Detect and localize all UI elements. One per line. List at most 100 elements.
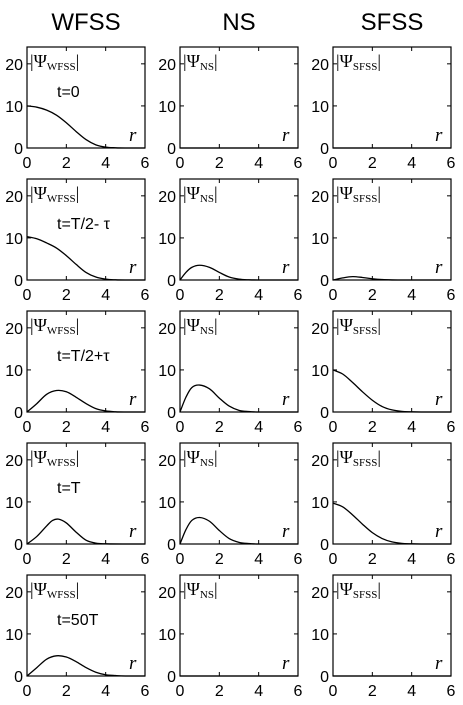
column-title-wfss: WFSS: [51, 9, 120, 36]
y-tick-label: 10: [158, 495, 176, 512]
y-tick-label: 20: [158, 189, 176, 206]
panel-r2-ns: 0 2 4 6 0 10 20 |ΨNS| r: [158, 178, 303, 304]
x-tick-label: 4: [254, 683, 263, 700]
panel-label-subscript: SFSS: [353, 457, 377, 469]
series-line-wfss-r4: [26, 518, 145, 545]
y-tick-label: 20: [5, 585, 23, 602]
x-tick-label: 6: [447, 419, 456, 436]
panel-label-close: |: [76, 579, 80, 599]
panel-r5-sfss: 0 2 4 6 0 10 20 |ΨSFSS| r: [311, 574, 456, 700]
x-tick-label: 2: [62, 155, 71, 172]
x-tick-label: 4: [101, 287, 110, 304]
y-tick-label: 20: [311, 453, 329, 470]
y-tick-label: 20: [158, 321, 176, 338]
y-tick-label: 10: [158, 627, 176, 644]
series-line-wfss-r5: [26, 655, 145, 677]
panel-label-close: |: [377, 183, 381, 203]
panel-label: |ΨSFSS|: [336, 447, 381, 469]
x-tick-label: 2: [62, 551, 71, 568]
x-axis-label: r: [435, 521, 443, 542]
x-tick-label: 2: [368, 551, 377, 568]
panel-label-close: |: [76, 183, 80, 203]
x-axis-label: r: [129, 653, 137, 674]
panel-label-close: |: [377, 51, 381, 71]
x-tick-label: 6: [294, 551, 303, 568]
y-tick-label: 10: [311, 627, 329, 644]
x-tick-label: 0: [23, 155, 32, 172]
panel-label-close: |: [76, 51, 80, 71]
column-title-sfss: SFSS: [361, 9, 424, 36]
panel-label: |ΨWFSS|: [30, 447, 79, 469]
panel-label: |ΨSFSS|: [336, 51, 381, 73]
panel-label-close: |: [377, 579, 381, 599]
panel-label-subscript: NS: [200, 457, 214, 469]
y-tick-label: 10: [5, 99, 23, 116]
x-tick-label: 4: [407, 551, 416, 568]
y-tick-label: 20: [5, 453, 23, 470]
x-tick-label: 2: [62, 419, 71, 436]
panel-label-subscript: WFSS: [47, 589, 76, 601]
panel-label: |ΨNS|: [183, 579, 218, 601]
panel-label-subscript: SFSS: [353, 589, 377, 601]
y-tick-label: 0: [320, 273, 329, 290]
panel-label: |ΨWFSS|: [30, 579, 79, 601]
panel-label-psi: |Ψ: [183, 183, 201, 203]
x-tick-label: 0: [23, 683, 32, 700]
x-tick-label: 2: [215, 155, 224, 172]
y-tick-label: 0: [14, 405, 23, 422]
y-tick-label: 20: [5, 189, 23, 206]
x-axis-label: r: [435, 125, 443, 146]
y-tick-label: 10: [311, 99, 329, 116]
series-line-sfss-r2: [332, 275, 451, 281]
series-line-wfss-r2: [26, 236, 145, 281]
panel-r4-ns: 0 2 4 6 0 10 20 |ΨNS| r: [158, 442, 303, 568]
panel-r5-ns: 0 2 4 6 0 10 20 |ΨNS| r: [158, 574, 303, 700]
panel-r4-wfss: 0 2 4 6 0 10 20 |ΨWFSS| t=T r: [5, 442, 150, 568]
x-tick-label: 2: [368, 155, 377, 172]
x-tick-label: 4: [101, 155, 110, 172]
y-tick-label: 0: [167, 537, 176, 554]
y-tick-label: 20: [311, 321, 329, 338]
panel-label: |ΨWFSS|: [30, 183, 79, 205]
series-line-wfss-r1: [26, 105, 145, 149]
x-tick-label: 2: [215, 419, 224, 436]
panel-label-subscript: NS: [200, 589, 214, 601]
panel-label: |ΨNS|: [183, 315, 218, 337]
panel-label-subscript: SFSS: [353, 61, 377, 73]
x-tick-label: 0: [329, 551, 338, 568]
x-tick-label: 4: [101, 683, 110, 700]
time-annotation: t=0: [57, 84, 80, 101]
y-tick-label: 0: [14, 273, 23, 290]
x-tick-label: 6: [294, 683, 303, 700]
y-tick-label: 0: [167, 669, 176, 686]
y-tick-label: 20: [158, 57, 176, 74]
panel-r2-wfss: 0 2 4 6 0 10 20 |ΨWFSS| t=T/2- τ r: [5, 178, 150, 304]
series-line-ns-r3: [179, 384, 298, 413]
panel-label: |ΨSFSS|: [336, 579, 381, 601]
series-line-sfss-r4: [332, 502, 451, 545]
panel-label-subscript: WFSS: [47, 325, 76, 337]
panel-label-psi: |Ψ: [183, 51, 201, 71]
panel-label-close: |: [214, 579, 218, 599]
x-tick-label: 2: [368, 287, 377, 304]
y-tick-label: 0: [14, 141, 23, 158]
y-tick-label: 10: [311, 495, 329, 512]
x-axis-label: r: [435, 389, 443, 410]
y-tick-label: 20: [311, 57, 329, 74]
panel-r2-sfss: 0 2 4 6 0 10 20 |ΨSFSS| r: [311, 178, 456, 304]
panel-label-close: |: [214, 183, 218, 203]
y-tick-label: 10: [158, 99, 176, 116]
x-tick-label: 6: [294, 155, 303, 172]
panel-frame: [179, 178, 299, 281]
x-tick-label: 0: [329, 683, 338, 700]
panel-frame: [26, 178, 146, 281]
x-tick-label: 4: [254, 287, 263, 304]
y-tick-label: 0: [320, 669, 329, 686]
x-tick-label: 4: [407, 287, 416, 304]
y-tick-label: 20: [5, 57, 23, 74]
y-tick-label: 0: [320, 405, 329, 422]
x-tick-label: 6: [141, 419, 150, 436]
x-axis-label: r: [129, 257, 137, 278]
panel-label-psi: |Ψ: [183, 447, 201, 467]
x-axis-label: r: [282, 653, 290, 674]
